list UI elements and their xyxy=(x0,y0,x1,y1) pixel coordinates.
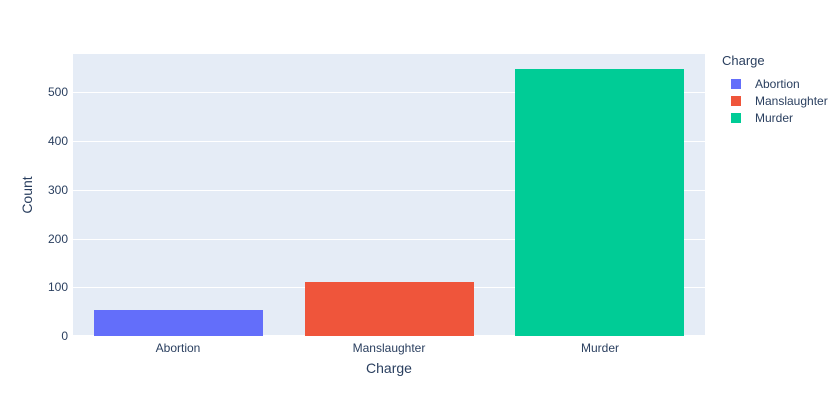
y-tick-label-100: 100 xyxy=(47,280,68,295)
legend: Charge Abortion Manslaughter Murder xyxy=(722,53,840,126)
bar-murder[interactable] xyxy=(515,68,684,336)
legend-item-label: Abortion xyxy=(755,76,800,91)
gridline-y-300 xyxy=(73,189,705,191)
legend-item-label: Manslaughter xyxy=(755,93,828,108)
legend-item-abortion[interactable]: Abortion xyxy=(722,75,840,92)
legend-swatch-abortion xyxy=(731,78,741,89)
y-tick-label-500: 500 xyxy=(47,85,68,100)
y-tick-label-400: 400 xyxy=(47,134,68,149)
bar-manslaughter[interactable] xyxy=(305,282,474,336)
legend-items: Abortion Manslaughter Murder xyxy=(722,75,840,126)
y-tick-label-300: 300 xyxy=(47,182,68,197)
y-tick-label-200: 200 xyxy=(47,231,68,246)
x-tick-label-abortion: Abortion xyxy=(155,341,201,355)
gridline-y-200 xyxy=(73,238,705,240)
plot-area xyxy=(73,54,705,336)
x-axis-title: Charge xyxy=(366,360,412,376)
x-tick-label-manslaughter: Manslaughter xyxy=(352,341,426,355)
legend-item-label: Murder xyxy=(755,110,794,125)
legend-swatch-manslaughter xyxy=(731,95,741,106)
bar-abortion[interactable] xyxy=(94,309,263,336)
x-tick-label-murder: Murder xyxy=(580,341,619,355)
gridline-y-500 xyxy=(73,92,705,94)
y-tick-label-0: 0 xyxy=(61,329,68,343)
legend-title: Charge xyxy=(722,53,765,68)
gridline-y-400 xyxy=(73,141,705,143)
legend-swatch-murder xyxy=(731,112,741,123)
legend-item-manslaughter[interactable]: Manslaughter xyxy=(722,92,840,109)
legend-item-murder[interactable]: Murder xyxy=(722,109,840,126)
